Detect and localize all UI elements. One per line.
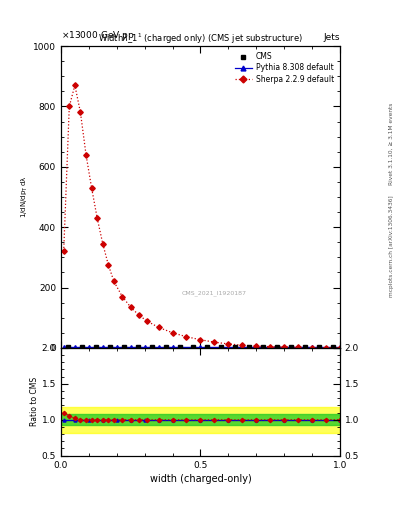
Text: mcplots.cern.ch [arXiv:1306.3436]: mcplots.cern.ch [arXiv:1306.3436] [389, 195, 393, 296]
Bar [61, 414, 340, 425]
Legend: CMS, Pythia 8.308 default, Sherpa 2.2.9 default: CMS, Pythia 8.308 default, Sherpa 2.2.9 … [233, 50, 336, 86]
Y-axis label: Ratio to CMS: Ratio to CMS [30, 377, 39, 426]
Title: Width$\lambda\_1^1$ (charged only) (CMS jet substructure): Width$\lambda\_1^1$ (charged only) (CMS … [98, 32, 303, 46]
X-axis label: width (charged-only): width (charged-only) [150, 474, 251, 484]
Bar [61, 407, 340, 433]
Y-axis label: $\mathdefault{1 / \mathrm{d}N / \mathrm{d}p_T\, \mathrm{d}\lambda}$: $\mathdefault{1 / \mathrm{d}N / \mathrm{… [20, 176, 30, 218]
Text: $\times$13000 GeV pp: $\times$13000 GeV pp [61, 29, 134, 42]
Text: CMS_2021_I1920187: CMS_2021_I1920187 [182, 291, 247, 296]
Text: Jets: Jets [323, 33, 340, 42]
Text: Rivet 3.1.10, ≥ 3.1M events: Rivet 3.1.10, ≥ 3.1M events [389, 102, 393, 184]
